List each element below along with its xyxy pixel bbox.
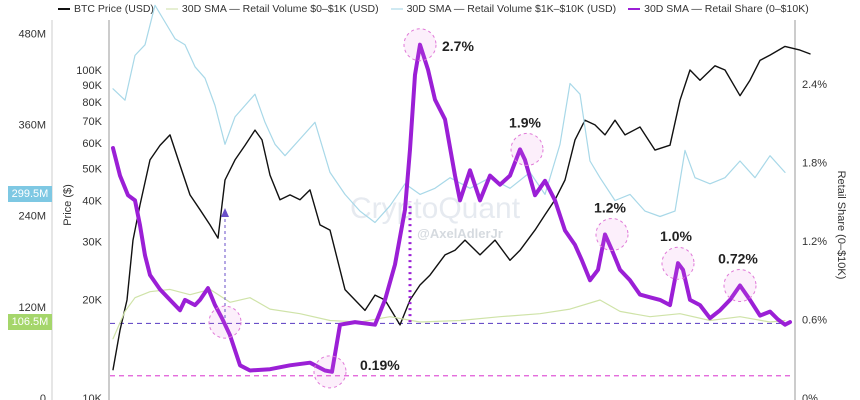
legend-item-vol-0-1k[interactable]: 30D SMA — Retail Volume $0–$1K (USD) — [165, 3, 379, 15]
share-tick-label: 1.2% — [802, 236, 827, 248]
share-tick-label: 0.6% — [802, 315, 827, 327]
series-line-2 — [112, 4, 786, 224]
watermark-brand: CryptoQuant — [350, 192, 521, 225]
watermark: CryptoQuant @AxelAdlerJr — [350, 192, 521, 241]
price-tick-label: 10K — [82, 393, 102, 400]
legend-label: BTC Price (USD) — [74, 3, 154, 15]
price-tick-label: 50K — [82, 164, 102, 176]
annotation-circle — [595, 217, 629, 251]
legend-item-share[interactable]: 30D SMA — Retail Share (0–$10K) — [628, 3, 809, 15]
legend-swatch — [628, 8, 641, 10]
price-tick-label: 60K — [82, 138, 102, 150]
legend-label: 30D SMA — Retail Volume $0–$1K (USD) — [181, 3, 379, 15]
series-line-1 — [112, 288, 786, 340]
arrow-head-icon — [221, 208, 229, 217]
share-axis-title: Retail Share (0–$10K) — [835, 171, 847, 280]
price-tick-label: 30K — [82, 237, 102, 249]
share-tick-label: 1.8% — [802, 158, 827, 170]
annotation-label: 1.9% — [509, 114, 541, 130]
badge-vol-1k-10k: 299.5M — [8, 186, 52, 202]
annotation-circle — [723, 268, 757, 302]
annotation-circle — [208, 305, 242, 339]
legend-item-btc[interactable]: BTC Price (USD) — [58, 3, 154, 15]
volume-tick-label: 360M — [18, 120, 46, 132]
annotation-label: 0.19% — [360, 357, 400, 373]
price-tick-label: 40K — [82, 196, 102, 208]
legend-item-vol-1k-10k[interactable]: 30D SMA — Retail Volume $1K–$10K (USD) — [390, 3, 617, 15]
legend-swatch — [390, 8, 403, 10]
share-tick-label: 0% — [802, 393, 818, 400]
annotation-circle — [661, 246, 695, 280]
price-tick-label: 80K — [82, 97, 102, 109]
badge-vol-0-1k: 106.5M — [8, 314, 52, 330]
annotation-label: 1.2% — [594, 199, 626, 215]
share-tick-label: 2.4% — [802, 79, 827, 91]
volume-tick-label: 120M — [18, 302, 46, 314]
legend-swatch — [165, 8, 178, 10]
price-tick-label: 90K — [82, 80, 102, 92]
watermark-author: @AxelAdlerJr — [417, 226, 503, 241]
annotation-label: 2.7% — [442, 38, 474, 54]
price-axis-title: Price ($) — [62, 184, 74, 226]
volume-tick-label: 0 — [40, 393, 46, 400]
volume-tick-label: 480M — [18, 28, 46, 40]
legend-swatch — [58, 8, 70, 10]
annotation-label: 1.0% — [660, 228, 692, 244]
price-tick-label: 70K — [82, 116, 102, 128]
series-line-0 — [112, 45, 811, 371]
legend: BTC Price (USD) 30D SMA — Retail Volume … — [58, 3, 809, 15]
annotation-circle — [510, 132, 544, 166]
annotation-label: 0.72% — [718, 250, 758, 266]
price-tick-label: 100K — [76, 65, 102, 77]
volume-tick-label: 240M — [18, 211, 46, 223]
series-line-3 — [111, 42, 792, 374]
legend-label: 30D SMA — Retail Share (0–$10K) — [644, 3, 809, 15]
annotation-circle — [403, 28, 437, 62]
legend-label: 30D SMA — Retail Volume $1K–$10K (USD) — [406, 3, 617, 15]
price-tick-label: 20K — [82, 294, 102, 306]
annotation-circle — [313, 355, 347, 389]
